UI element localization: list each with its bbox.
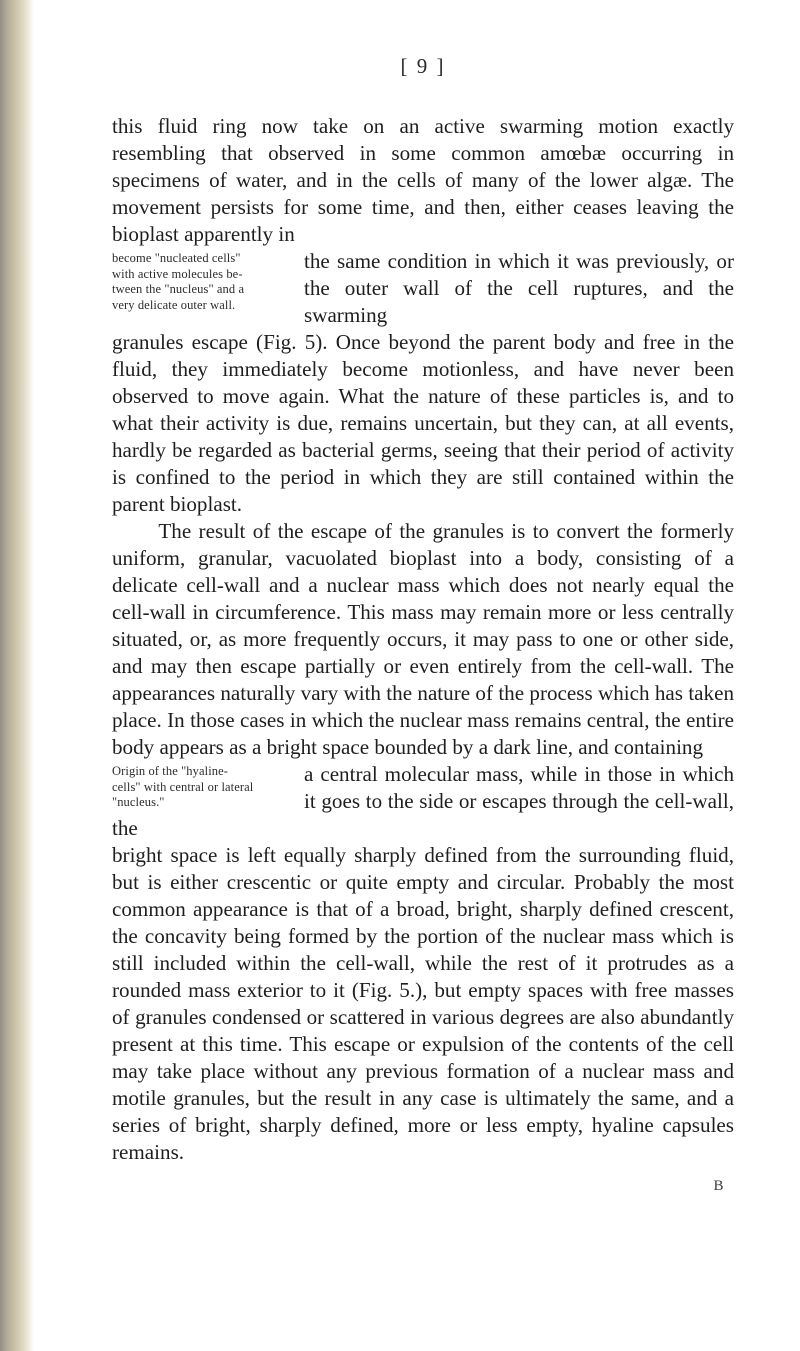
- sidenote-line: very delicate outer wall.: [112, 298, 235, 312]
- scanned-page: [ 9 ] this fluid ring now take on an act…: [0, 0, 800, 1351]
- paragraph-2b-wrap: Origin of the "hyaline- cells" with cent…: [112, 761, 734, 842]
- page-number: [ 9 ]: [112, 54, 734, 79]
- sidenote-line: Origin of the "hyaline-: [112, 764, 228, 778]
- paragraph-1a: this fluid ring now take on an active sw…: [112, 113, 734, 248]
- sidenote-line: become "nucleated cells": [112, 251, 241, 265]
- paragraph-2a: The result of the escape of the granules…: [112, 518, 734, 761]
- gathering-signature: B: [112, 1178, 734, 1195]
- paragraph-1c: granules escape (Fig. 5). Once beyond th…: [112, 329, 734, 518]
- sidenote-hyaline-cells: Origin of the "hyaline- cells" with cent…: [112, 764, 292, 811]
- sidenote-nucleated-cells: become "nucleated cells" with active mol…: [112, 251, 292, 314]
- spine-shadow: [0, 0, 34, 1351]
- sidenote-line: with active molecules be-: [112, 267, 243, 281]
- paragraph-1b: the same condition in which it was previ…: [304, 249, 734, 327]
- paragraph-1b-wrap: become "nucleated cells" with active mol…: [112, 248, 734, 329]
- sidenote-line: cells" with central or lateral: [112, 780, 253, 794]
- sidenote-line: tween the "nucleus" and a: [112, 282, 244, 296]
- paragraph-2c: bright space is left equally sharply def…: [112, 842, 734, 1166]
- body-text: this fluid ring now take on an active sw…: [112, 113, 734, 1166]
- sidenote-line: "nucleus.": [112, 795, 165, 809]
